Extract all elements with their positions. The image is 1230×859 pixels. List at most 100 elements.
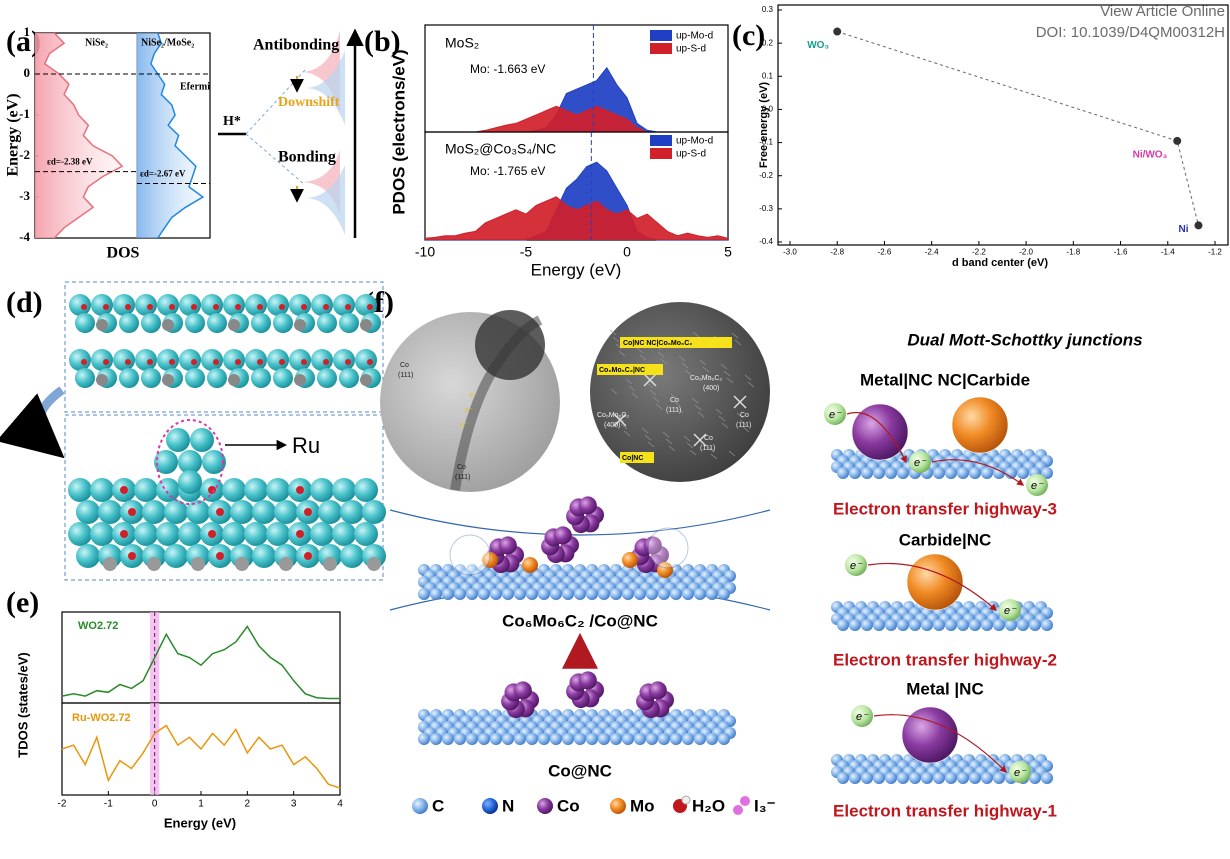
- atom: [622, 733, 634, 745]
- atom: [230, 500, 254, 524]
- legend-swatch: [650, 135, 672, 146]
- atom: [156, 478, 180, 502]
- atom: [311, 349, 333, 371]
- atom: [81, 359, 87, 365]
- atom: [586, 733, 598, 745]
- atom: [119, 313, 139, 333]
- atom: [178, 470, 202, 494]
- atom: [185, 313, 205, 333]
- atom: [969, 467, 981, 479]
- atom: [873, 619, 885, 631]
- transform-arrow: [39, 390, 62, 450]
- atom: [598, 733, 610, 745]
- atom: [885, 619, 897, 631]
- y-tick-label: -1: [19, 106, 30, 121]
- atom: [1041, 619, 1053, 631]
- atom: [141, 368, 161, 388]
- legend-text: I₃⁻: [754, 796, 776, 815]
- subplot-title: MoS₂: [445, 35, 479, 51]
- atom: [622, 552, 638, 568]
- atom: [646, 588, 658, 600]
- atom: [360, 374, 372, 386]
- atom: [157, 349, 179, 371]
- atom: [981, 772, 993, 784]
- x-tick-label: 2: [245, 799, 251, 810]
- tem-label: (111): [398, 372, 413, 379]
- atom: [208, 530, 216, 538]
- x-tick-label: 4: [337, 799, 343, 810]
- atom: [223, 349, 245, 371]
- atom: [251, 368, 271, 388]
- atom: [598, 588, 610, 600]
- atom: [289, 349, 311, 371]
- atom: [142, 500, 166, 524]
- atom: [849, 467, 861, 479]
- atom: [579, 671, 597, 689]
- atom: [1041, 772, 1053, 784]
- atom: [75, 313, 95, 333]
- atom: [103, 304, 109, 310]
- atom: [909, 619, 921, 631]
- atom: [81, 304, 87, 310]
- x-tick-label: -5: [520, 243, 533, 259]
- electron-label: e⁻: [465, 407, 473, 414]
- atom: [266, 478, 290, 502]
- atom: [1029, 619, 1041, 631]
- atom: [861, 772, 873, 784]
- atom: [499, 536, 517, 554]
- atom: [909, 772, 921, 784]
- junction-name: Metal |NC: [906, 679, 984, 698]
- atom: [223, 294, 245, 316]
- atom: [201, 349, 223, 371]
- tdos-line: [62, 627, 340, 699]
- atom: [207, 313, 227, 333]
- atoms: [68, 294, 386, 571]
- atom: [694, 588, 706, 600]
- y-tick-label: -0.4: [759, 237, 773, 246]
- atom: [333, 349, 355, 371]
- x-tick-label: -1.8: [1066, 247, 1080, 256]
- x-tick-label: -2.0: [1019, 247, 1033, 256]
- atom: [207, 368, 227, 388]
- atom: [885, 772, 897, 784]
- atom: [257, 359, 263, 365]
- atom: [478, 733, 490, 745]
- atom: [873, 467, 885, 479]
- atom: [981, 467, 993, 479]
- atom: [586, 588, 598, 600]
- atom: [68, 522, 92, 546]
- plane-label: (400): [703, 385, 719, 392]
- atom: [502, 588, 514, 600]
- atom: [69, 294, 91, 316]
- atom: [418, 588, 430, 600]
- legend-text: H₂O: [692, 796, 725, 815]
- atom: [274, 500, 298, 524]
- atom: [430, 733, 442, 745]
- atom: [945, 619, 957, 631]
- atom: [526, 588, 538, 600]
- atom: [179, 349, 201, 371]
- x-tick-label: -1.2: [1208, 247, 1222, 256]
- plane-label: (111): [700, 445, 715, 452]
- atom: [442, 588, 454, 600]
- atom: [490, 733, 502, 745]
- legend-swatch: [537, 798, 553, 814]
- fermi-label: Efermi: [180, 81, 210, 92]
- x-tick-label: -2.6: [878, 247, 892, 256]
- atom: [454, 588, 466, 600]
- atom: [103, 557, 117, 571]
- y-axis-label: TDOS (states/eV): [15, 652, 30, 757]
- atom: [119, 368, 139, 388]
- atom: [228, 319, 240, 331]
- atom: [367, 359, 373, 365]
- atom: [75, 368, 95, 388]
- x-tick-label: -1.6: [1114, 247, 1128, 256]
- y-tick-label: -0.3: [759, 204, 773, 213]
- atom: [502, 733, 514, 745]
- x-tick-label: -2.8: [830, 247, 844, 256]
- atom: [273, 368, 293, 388]
- atom: [340, 500, 364, 524]
- atom: [103, 359, 109, 365]
- highway: Electron transfer highway-3: [833, 499, 1057, 518]
- atom: [897, 619, 909, 631]
